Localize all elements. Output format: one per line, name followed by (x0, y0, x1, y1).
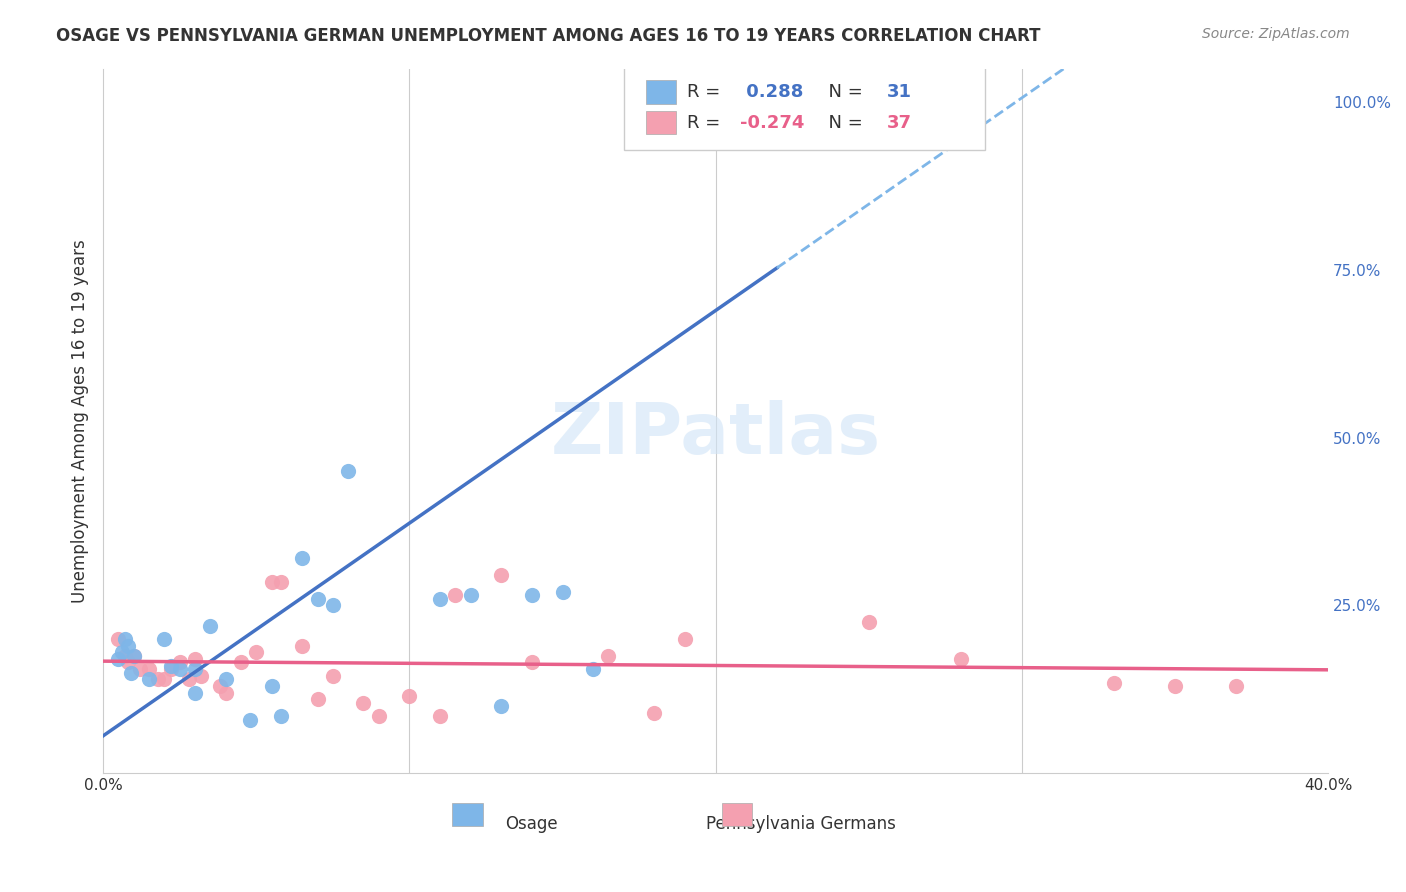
Text: ZIPatlas: ZIPatlas (551, 401, 880, 469)
Point (520, 588, 543, 602)
Point (491, 568, 513, 582)
Point (858, 615, 880, 630)
Text: N =: N = (817, 114, 869, 132)
FancyBboxPatch shape (453, 803, 482, 826)
Point (190, 669, 212, 683)
Point (138, 662, 160, 676)
Point (398, 689, 420, 703)
Point (307, 692, 329, 706)
Point (796, 95, 818, 109)
Point (114, 632, 136, 646)
Point (122, 648, 145, 663)
Text: R =: R = (688, 83, 727, 101)
Point (120, 665, 142, 680)
Point (177, 672, 200, 686)
Point (643, 706, 665, 720)
Y-axis label: Unemployment Among Ages 16 to 19 years: Unemployment Among Ages 16 to 19 years (72, 239, 89, 603)
Point (245, 645, 267, 659)
Point (628, 95, 651, 109)
Text: Source: ZipAtlas.com: Source: ZipAtlas.com (1202, 27, 1350, 41)
Point (153, 632, 176, 646)
Point (291, 639, 314, 653)
Point (429, 591, 451, 606)
Point (291, 551, 314, 566)
FancyBboxPatch shape (645, 80, 676, 103)
Text: N =: N = (817, 83, 869, 101)
Point (582, 662, 605, 676)
Point (766, 95, 789, 109)
Point (159, 662, 181, 676)
Point (110, 645, 132, 659)
Point (208, 679, 231, 693)
Point (214, 672, 236, 686)
Point (780, 95, 803, 109)
Point (270, 574, 292, 589)
Point (107, 632, 129, 646)
Point (122, 648, 145, 663)
Point (598, 648, 620, 663)
Point (322, 669, 344, 683)
Point (949, 652, 972, 666)
Point (148, 672, 170, 686)
Text: -0.274: -0.274 (740, 114, 804, 132)
Point (153, 672, 176, 686)
Point (239, 713, 262, 727)
Point (270, 709, 292, 723)
Point (460, 588, 482, 602)
Point (367, 709, 389, 723)
Point (352, 696, 374, 710)
Text: Osage: Osage (506, 815, 558, 833)
Text: R =: R = (688, 114, 727, 132)
Point (138, 672, 160, 686)
Text: OSAGE VS PENNSYLVANIA GERMAN UNEMPLOYMENT AMONG AGES 16 TO 19 YEARS CORRELATION : OSAGE VS PENNSYLVANIA GERMAN UNEMPLOYMEN… (56, 27, 1040, 45)
Text: Pennsylvania Germans: Pennsylvania Germans (706, 815, 896, 833)
Point (444, 588, 467, 602)
Point (491, 699, 513, 714)
Point (169, 662, 191, 676)
Point (114, 648, 136, 663)
Point (1102, 675, 1125, 690)
FancyBboxPatch shape (721, 803, 752, 826)
Point (1164, 679, 1187, 693)
Point (307, 591, 329, 606)
Point (184, 652, 207, 666)
Point (260, 574, 283, 589)
Text: 0.288: 0.288 (740, 83, 803, 101)
Point (184, 686, 207, 700)
Point (429, 709, 451, 723)
Point (1225, 679, 1247, 693)
Point (673, 632, 696, 646)
Point (117, 656, 139, 670)
Text: 31: 31 (887, 83, 912, 101)
Point (117, 639, 139, 653)
FancyBboxPatch shape (645, 111, 676, 134)
Point (169, 656, 191, 670)
Point (159, 658, 181, 673)
FancyBboxPatch shape (624, 66, 986, 150)
Point (128, 662, 150, 676)
Point (260, 679, 283, 693)
Point (520, 656, 543, 670)
Text: 37: 37 (887, 114, 912, 132)
Point (200, 618, 222, 632)
Point (337, 464, 360, 478)
Point (322, 599, 344, 613)
Point (184, 662, 207, 676)
Point (214, 686, 236, 700)
Point (107, 652, 129, 666)
Point (551, 585, 574, 599)
Point (229, 656, 252, 670)
